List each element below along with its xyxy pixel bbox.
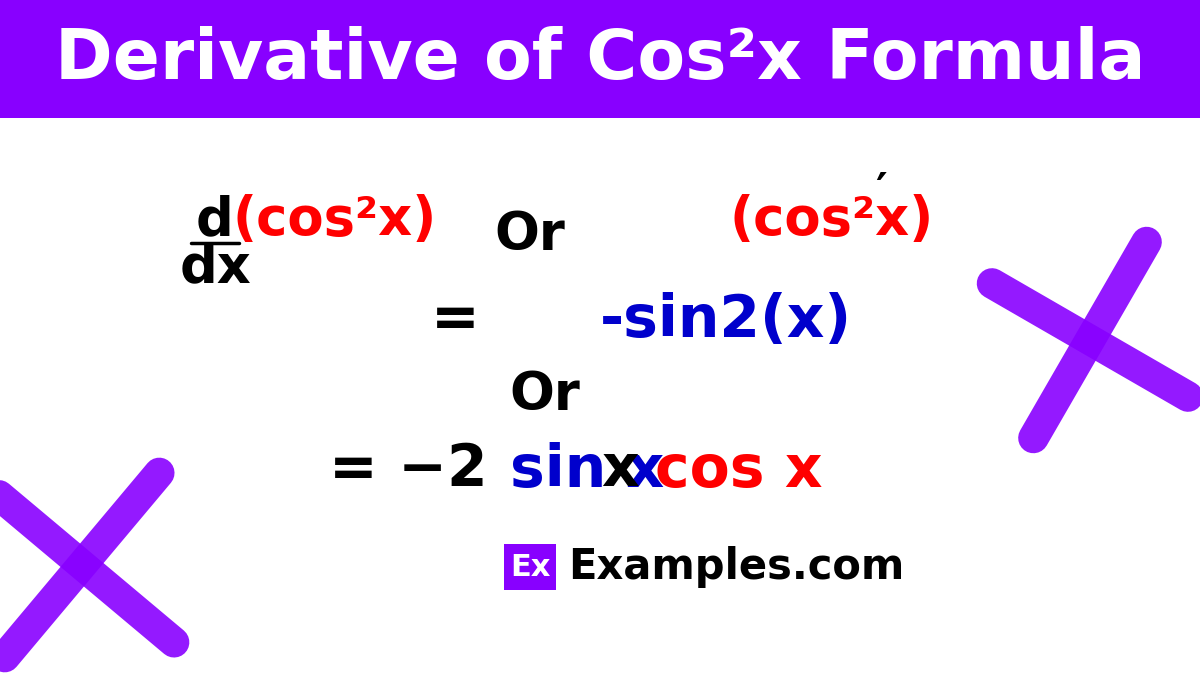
Text: Or: Or	[510, 369, 581, 421]
Text: = −2: = −2	[329, 441, 487, 499]
Text: Examples.com: Examples.com	[568, 546, 905, 588]
Text: dx: dx	[179, 241, 251, 293]
Text: x: x	[601, 441, 638, 499]
Bar	[0, 0, 1200, 118]
Text: =: =	[431, 292, 479, 348]
Text: Or: Or	[494, 209, 565, 261]
Text: d: d	[196, 194, 234, 246]
Text: -sin2(x): -sin2(x)	[600, 292, 852, 348]
Text: (cos²x): (cos²x)	[730, 194, 935, 246]
Text: (cos²x): (cos²x)	[233, 194, 437, 246]
Text: Derivative of Cos²x Formula: Derivative of Cos²x Formula	[55, 26, 1145, 92]
Text: Ex: Ex	[510, 553, 550, 581]
Text: ′: ′	[875, 171, 887, 213]
FancyBboxPatch shape	[504, 544, 556, 590]
Text: cos x: cos x	[655, 441, 822, 499]
Text: sin x: sin x	[510, 441, 665, 499]
